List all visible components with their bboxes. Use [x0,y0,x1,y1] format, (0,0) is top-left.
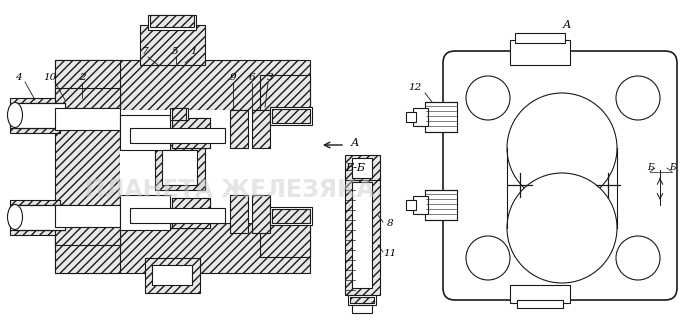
Text: 1: 1 [190,48,197,57]
Text: ПЛАНЕТА ЖЕЛЕЗЯКА: ПЛАНЕТА ЖЕЛЕЗЯКА [85,178,374,202]
Text: 4: 4 [15,74,21,83]
Bar [272,109,310,123]
Bar [130,208,225,223]
Bar [507,148,617,228]
Bar [55,205,120,227]
Bar [345,155,380,180]
Bar [230,110,248,148]
Bar [517,300,563,308]
Bar [270,107,312,125]
Bar [120,110,260,223]
Bar [120,195,170,230]
Bar [145,258,200,293]
Circle shape [507,93,617,203]
Text: 11: 11 [384,248,397,257]
Bar [425,190,457,220]
Bar [510,285,570,303]
Bar [55,88,120,108]
FancyBboxPatch shape [443,51,677,300]
Bar [10,103,65,128]
Bar [55,60,120,273]
Bar [510,40,570,65]
Text: 7: 7 [141,48,148,57]
Bar [425,102,457,132]
Bar [406,112,416,122]
Bar [155,145,205,190]
Bar [352,305,372,313]
Bar [55,223,310,273]
Bar [140,25,205,65]
Bar [148,15,196,30]
Bar [348,295,376,305]
Bar [252,195,270,233]
Text: 5: 5 [172,48,178,57]
Bar [270,207,312,225]
Text: 12: 12 [408,84,421,93]
Bar [15,103,65,128]
Text: 9: 9 [230,74,237,83]
Bar [55,108,120,130]
Ellipse shape [8,204,22,229]
Text: 8: 8 [386,218,393,227]
Bar [55,60,310,110]
Bar [55,225,120,245]
Circle shape [616,236,660,280]
Bar [252,110,270,148]
Text: 6: 6 [248,74,256,83]
Bar [10,200,60,235]
Bar [172,198,210,228]
Text: Б: Б [647,164,653,172]
Bar [350,297,374,303]
Bar [172,108,186,120]
Circle shape [466,236,510,280]
Bar [170,108,188,120]
Bar [260,75,310,117]
Bar [120,115,170,150]
Ellipse shape [8,103,22,128]
Text: 2: 2 [78,74,85,83]
Bar [152,265,192,285]
Bar [172,118,210,148]
Text: Б-Б: Б-Б [345,163,365,173]
Text: А: А [563,20,571,30]
Text: 10: 10 [43,74,57,83]
Bar [130,128,225,143]
Text: 3: 3 [267,74,273,83]
Bar [413,196,428,214]
Bar [260,215,310,257]
Text: А: А [351,138,359,148]
Bar [172,118,210,148]
Bar [150,15,194,27]
Circle shape [507,173,617,283]
Bar [515,33,565,43]
Bar [10,205,65,230]
Bar [345,175,380,295]
Bar [413,108,428,126]
Bar [230,195,248,233]
Text: Б: Б [668,164,676,172]
Bar [352,158,372,178]
Bar [15,205,65,230]
Bar [352,182,372,288]
Bar [272,209,310,223]
Bar [406,200,416,210]
Bar [172,198,210,228]
Circle shape [616,76,660,120]
Bar [10,98,60,133]
Bar [162,150,197,185]
Circle shape [466,76,510,120]
